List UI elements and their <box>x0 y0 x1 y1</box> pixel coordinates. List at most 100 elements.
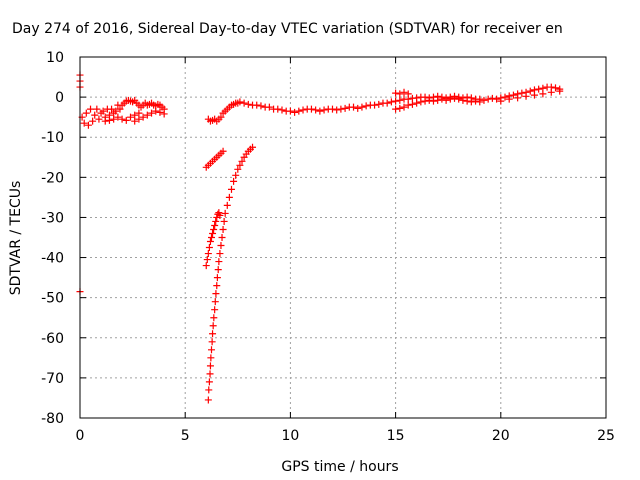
data-point <box>116 105 124 113</box>
data-point <box>209 229 217 237</box>
data-point <box>126 113 134 121</box>
data-point <box>218 234 226 241</box>
data-point <box>131 111 139 119</box>
data-point <box>522 92 530 100</box>
data-point <box>82 109 90 117</box>
data-point <box>220 217 228 225</box>
data-point <box>408 100 416 108</box>
data-point <box>93 105 101 113</box>
data-point <box>91 111 99 119</box>
data-point <box>213 282 221 290</box>
data-point <box>204 250 212 258</box>
data-point <box>95 115 103 123</box>
data-point <box>404 90 412 98</box>
data-point <box>253 101 261 109</box>
data-point <box>131 117 139 125</box>
data-point <box>206 370 214 378</box>
y-tick-label: -60 <box>41 331 64 347</box>
data-point <box>417 98 425 106</box>
data-point <box>425 96 433 104</box>
data-point <box>118 115 126 123</box>
data-point <box>459 96 467 104</box>
data-point <box>216 250 224 258</box>
data-point <box>307 105 315 113</box>
data-point <box>286 107 294 115</box>
data-point <box>547 88 555 96</box>
data-point <box>204 396 212 404</box>
series-band-a <box>78 96 168 129</box>
data-point <box>206 362 214 370</box>
data-point <box>442 96 450 104</box>
y-tick-label: 0 <box>55 90 64 106</box>
data-point <box>244 100 252 108</box>
data-point <box>205 244 213 252</box>
data-point <box>354 104 362 112</box>
data-point <box>518 89 526 97</box>
data-point <box>135 115 143 123</box>
data-point <box>552 84 560 92</box>
data-point <box>211 221 219 229</box>
chart-title: Day 274 of 2016, Sidereal Day-to-day VTE… <box>12 21 563 37</box>
data-point <box>139 113 147 121</box>
data-point <box>530 91 538 99</box>
data-point <box>371 101 379 109</box>
data-point <box>539 90 547 98</box>
data-point <box>341 104 349 112</box>
data-point <box>451 94 459 102</box>
data-point <box>257 102 265 110</box>
x-tick-label: 10 <box>281 428 299 444</box>
data-point <box>219 225 227 233</box>
x-tick-label: 5 <box>181 428 190 444</box>
x-tick-label: 20 <box>492 428 510 444</box>
data-point <box>89 117 97 125</box>
data-point <box>362 102 370 110</box>
data-point <box>328 105 336 113</box>
x-tick-label: 0 <box>76 428 85 444</box>
data-point <box>556 87 564 95</box>
series-steep-curve <box>204 143 257 404</box>
y-tick-label: 10 <box>46 50 64 66</box>
data-point <box>108 105 116 113</box>
data-point <box>446 95 454 103</box>
data-point <box>208 234 215 241</box>
data-point <box>387 98 395 106</box>
plot-frame <box>79 56 607 419</box>
data-point <box>421 97 429 105</box>
data-point <box>101 117 109 125</box>
data-point <box>238 157 246 165</box>
data-point <box>375 100 383 108</box>
data-point <box>227 185 235 193</box>
data-point <box>493 95 501 103</box>
data-point <box>337 105 345 113</box>
series-band-b <box>204 83 564 125</box>
data-point <box>526 87 534 95</box>
data-point <box>80 119 88 127</box>
data-point <box>211 298 219 306</box>
data-point <box>110 115 118 123</box>
x-tick-label: 15 <box>387 428 405 444</box>
data-point <box>274 105 282 113</box>
data-point <box>234 165 242 173</box>
data-point <box>99 107 107 115</box>
data-point <box>223 201 231 209</box>
data-point <box>278 106 286 114</box>
data-point <box>84 121 92 129</box>
tick-labels: 0 5 10 15 20 25 10 0 -10 -20 -30 -40 -50 -60 -70 -80 <box>41 50 615 444</box>
y-tick-label: -40 <box>41 251 64 267</box>
data-point <box>221 209 229 217</box>
data-point <box>217 242 225 250</box>
data-point <box>160 110 168 118</box>
series-short-segment <box>202 147 227 171</box>
data-point <box>396 96 404 104</box>
data-point <box>156 108 164 116</box>
data-point <box>148 109 156 117</box>
data-point <box>501 93 509 101</box>
data-point <box>232 171 240 179</box>
data-point <box>333 106 341 114</box>
data-point <box>208 346 215 354</box>
data-point <box>122 116 130 124</box>
data-point <box>87 105 95 113</box>
data-point <box>488 94 496 102</box>
data-point <box>514 94 522 102</box>
